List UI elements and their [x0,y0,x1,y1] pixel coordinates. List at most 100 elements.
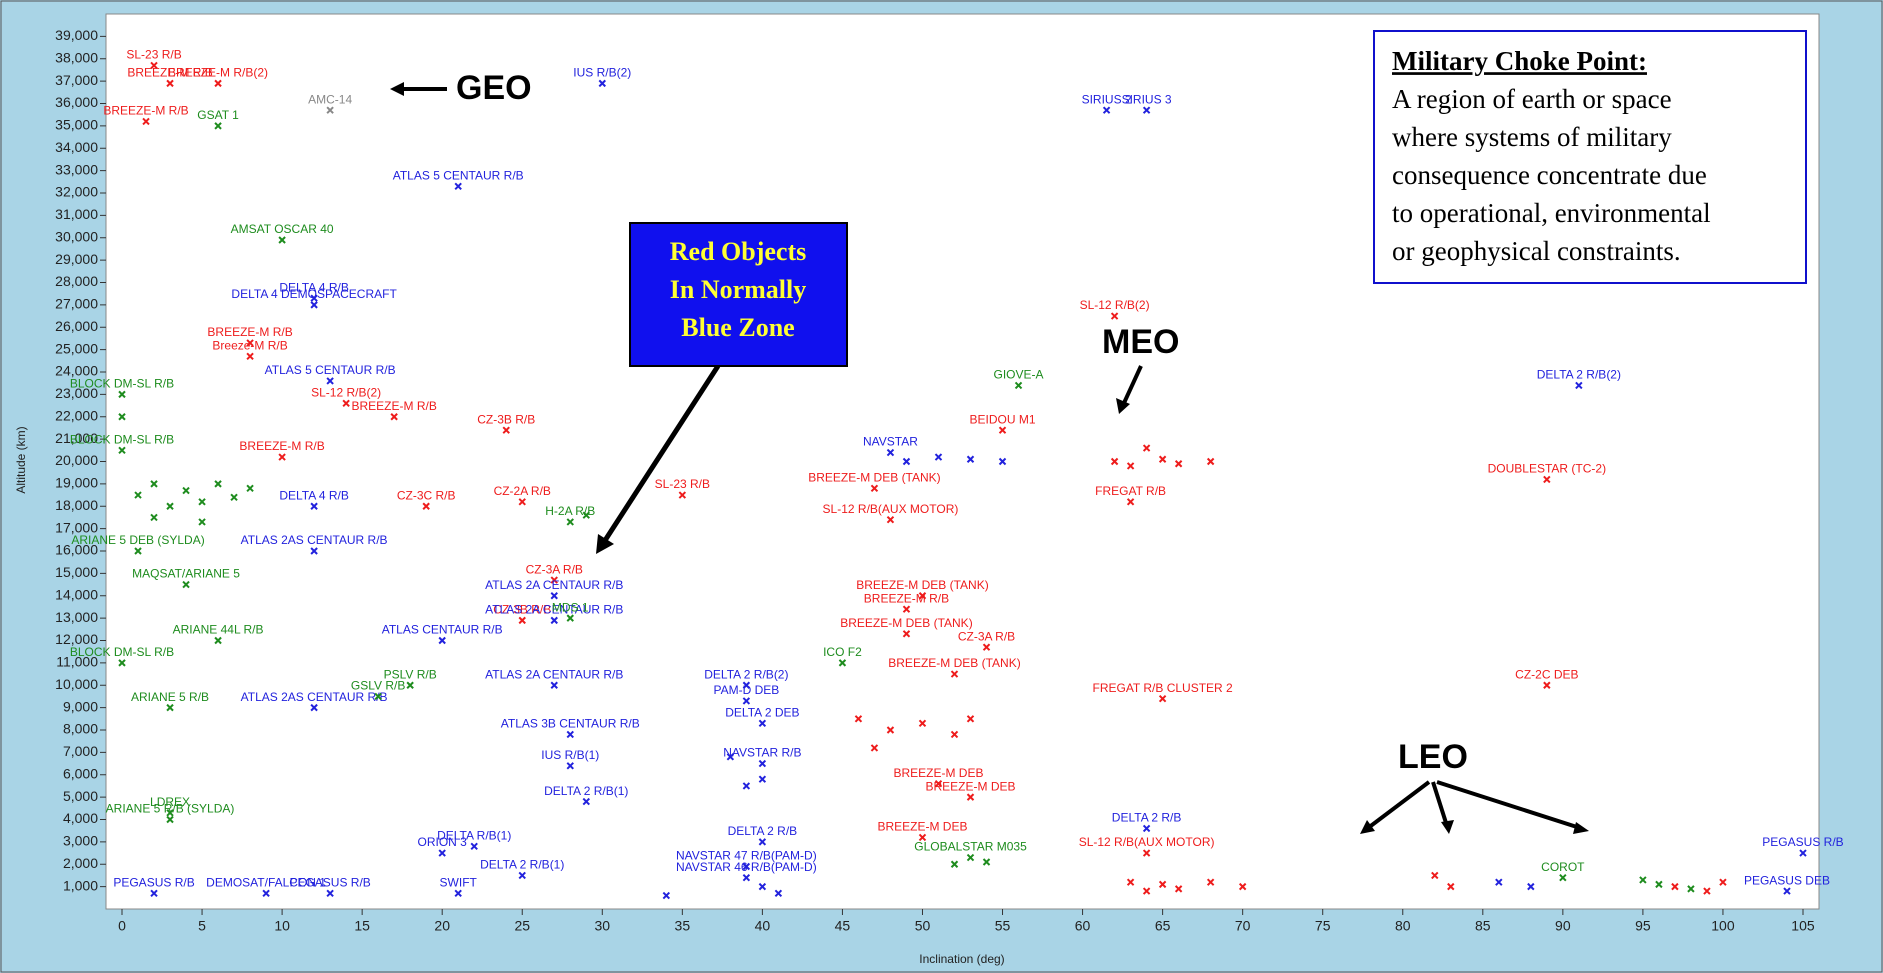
point-label: ATLAS 2A CENTAUR R/B [485,603,623,617]
point [1783,887,1791,895]
point-label: PSLV R/B [384,667,437,681]
point-label: BREEZE-M R/B [351,399,436,413]
point-label: MDS 1 [552,600,589,614]
point [326,106,334,114]
point-label: ATLAS 3B CENTAUR R/B [501,717,640,731]
point-label: BREEZE-M R/B [239,439,324,453]
point [1126,498,1135,506]
point-label: BREEZE-M DEB (TANK) [888,656,1020,670]
point [310,294,318,302]
point [342,399,350,408]
point [310,703,318,712]
y-tick-label: 3,000 [63,833,98,849]
point [198,518,206,526]
point [326,889,334,898]
point [742,873,751,882]
point-label: PEGASUS R/B [289,876,370,890]
point [918,719,927,727]
point [166,809,174,817]
y-tick-label: 37,000 [55,72,98,88]
point [550,681,558,689]
point-label: ATLAS 2AS CENTAUR R/B [241,533,388,547]
arrow [1436,780,1581,830]
arrow [601,364,721,544]
point-label: SL-12 R/B(2) [1080,298,1150,312]
arrowhead [1573,822,1589,834]
x-tick-label: 90 [1555,918,1571,934]
x-tick-label: 95 [1635,918,1651,934]
x-tick-label: 20 [434,918,450,934]
x-tick-label: 35 [675,918,691,934]
y-tick-label: 24,000 [55,363,98,379]
point-label: DELTA 2 R/B(2) [704,667,788,681]
point-label: DEMOSAT/FALCON 1 [206,876,326,890]
point [1158,455,1167,463]
point [246,339,254,347]
point-label: DOUBLESTAR (TC-2) [1488,462,1606,476]
x-axis-label: Inclination (deg) [919,952,1004,966]
point-label: IUS R/B(2) [573,66,631,80]
point [438,636,446,645]
definition-line: or geophysical constraints. [1392,236,1681,266]
point-label: ICO F2 [823,645,862,659]
definition-line: where systems of military [1392,122,1672,152]
red-objects-callout: Red Objects In Normally Blue Zone [596,222,848,554]
x-tick-label: 40 [755,918,771,934]
point-label: LDREX [150,795,190,809]
leo-annotation: LEO [1360,738,1589,834]
y-tick-label: 34,000 [55,139,98,155]
point [518,616,526,625]
arrow [1366,780,1431,830]
point [150,61,158,70]
y-tick-label: 35,000 [55,117,98,133]
point-label: BREEZE-M DEB [877,820,967,834]
point [886,448,895,457]
y-tick-label: 16,000 [55,542,98,558]
point [1575,381,1583,390]
point [934,779,943,788]
point-label: DELTA 4 R/B [279,280,349,294]
point [758,775,767,783]
point [214,480,222,488]
point-label: IUS R/B(1) [541,748,599,762]
point-label: BREEZE-M R/B [103,104,188,118]
point [982,643,991,651]
point [214,122,222,130]
point-label: PEGASUS DEB [1744,873,1830,887]
y-tick-label: 31,000 [55,206,98,222]
point-label: GSLV R/B [351,679,405,693]
point-label: SIRIUS 2 [1082,92,1132,106]
point [1174,885,1183,893]
point [966,455,975,463]
point-label: ARIANE 5 R/B [131,690,209,704]
point-label: CZ-3A R/B [958,629,1015,643]
y-tick-label: 27,000 [55,296,98,312]
x-tick-label: 5 [198,918,206,934]
point [758,838,767,846]
point [150,480,158,488]
point [1559,873,1567,882]
geo-annotation: GEO [390,69,532,107]
point [1655,880,1663,889]
point [582,797,590,806]
y-tick-label: 13,000 [55,609,98,625]
y-tick-label: 14,000 [55,586,98,602]
point [1142,444,1151,452]
point [1142,106,1151,114]
point [1206,878,1215,886]
point-label: H-2A R/B [545,504,595,518]
point [982,858,991,866]
y-tick-label: 1,000 [63,877,98,893]
point-label: NAVSTAR 47 R/B(PAM-D) [676,849,817,863]
definition-box: Military Choke Point: A region of earth … [1373,30,1807,284]
point [246,484,254,493]
x-tick-label: 25 [514,918,530,934]
point [454,182,462,190]
point-label: CZ-3B R/B [493,603,551,617]
y-tick-label: 32,000 [55,184,98,200]
point-label: ATLAS 5 CENTAUR R/B [265,363,396,377]
point [1495,878,1503,886]
x-tick-label: 100 [1711,918,1735,934]
definition-line: A region of earth or space [1392,84,1672,114]
point [454,889,462,898]
